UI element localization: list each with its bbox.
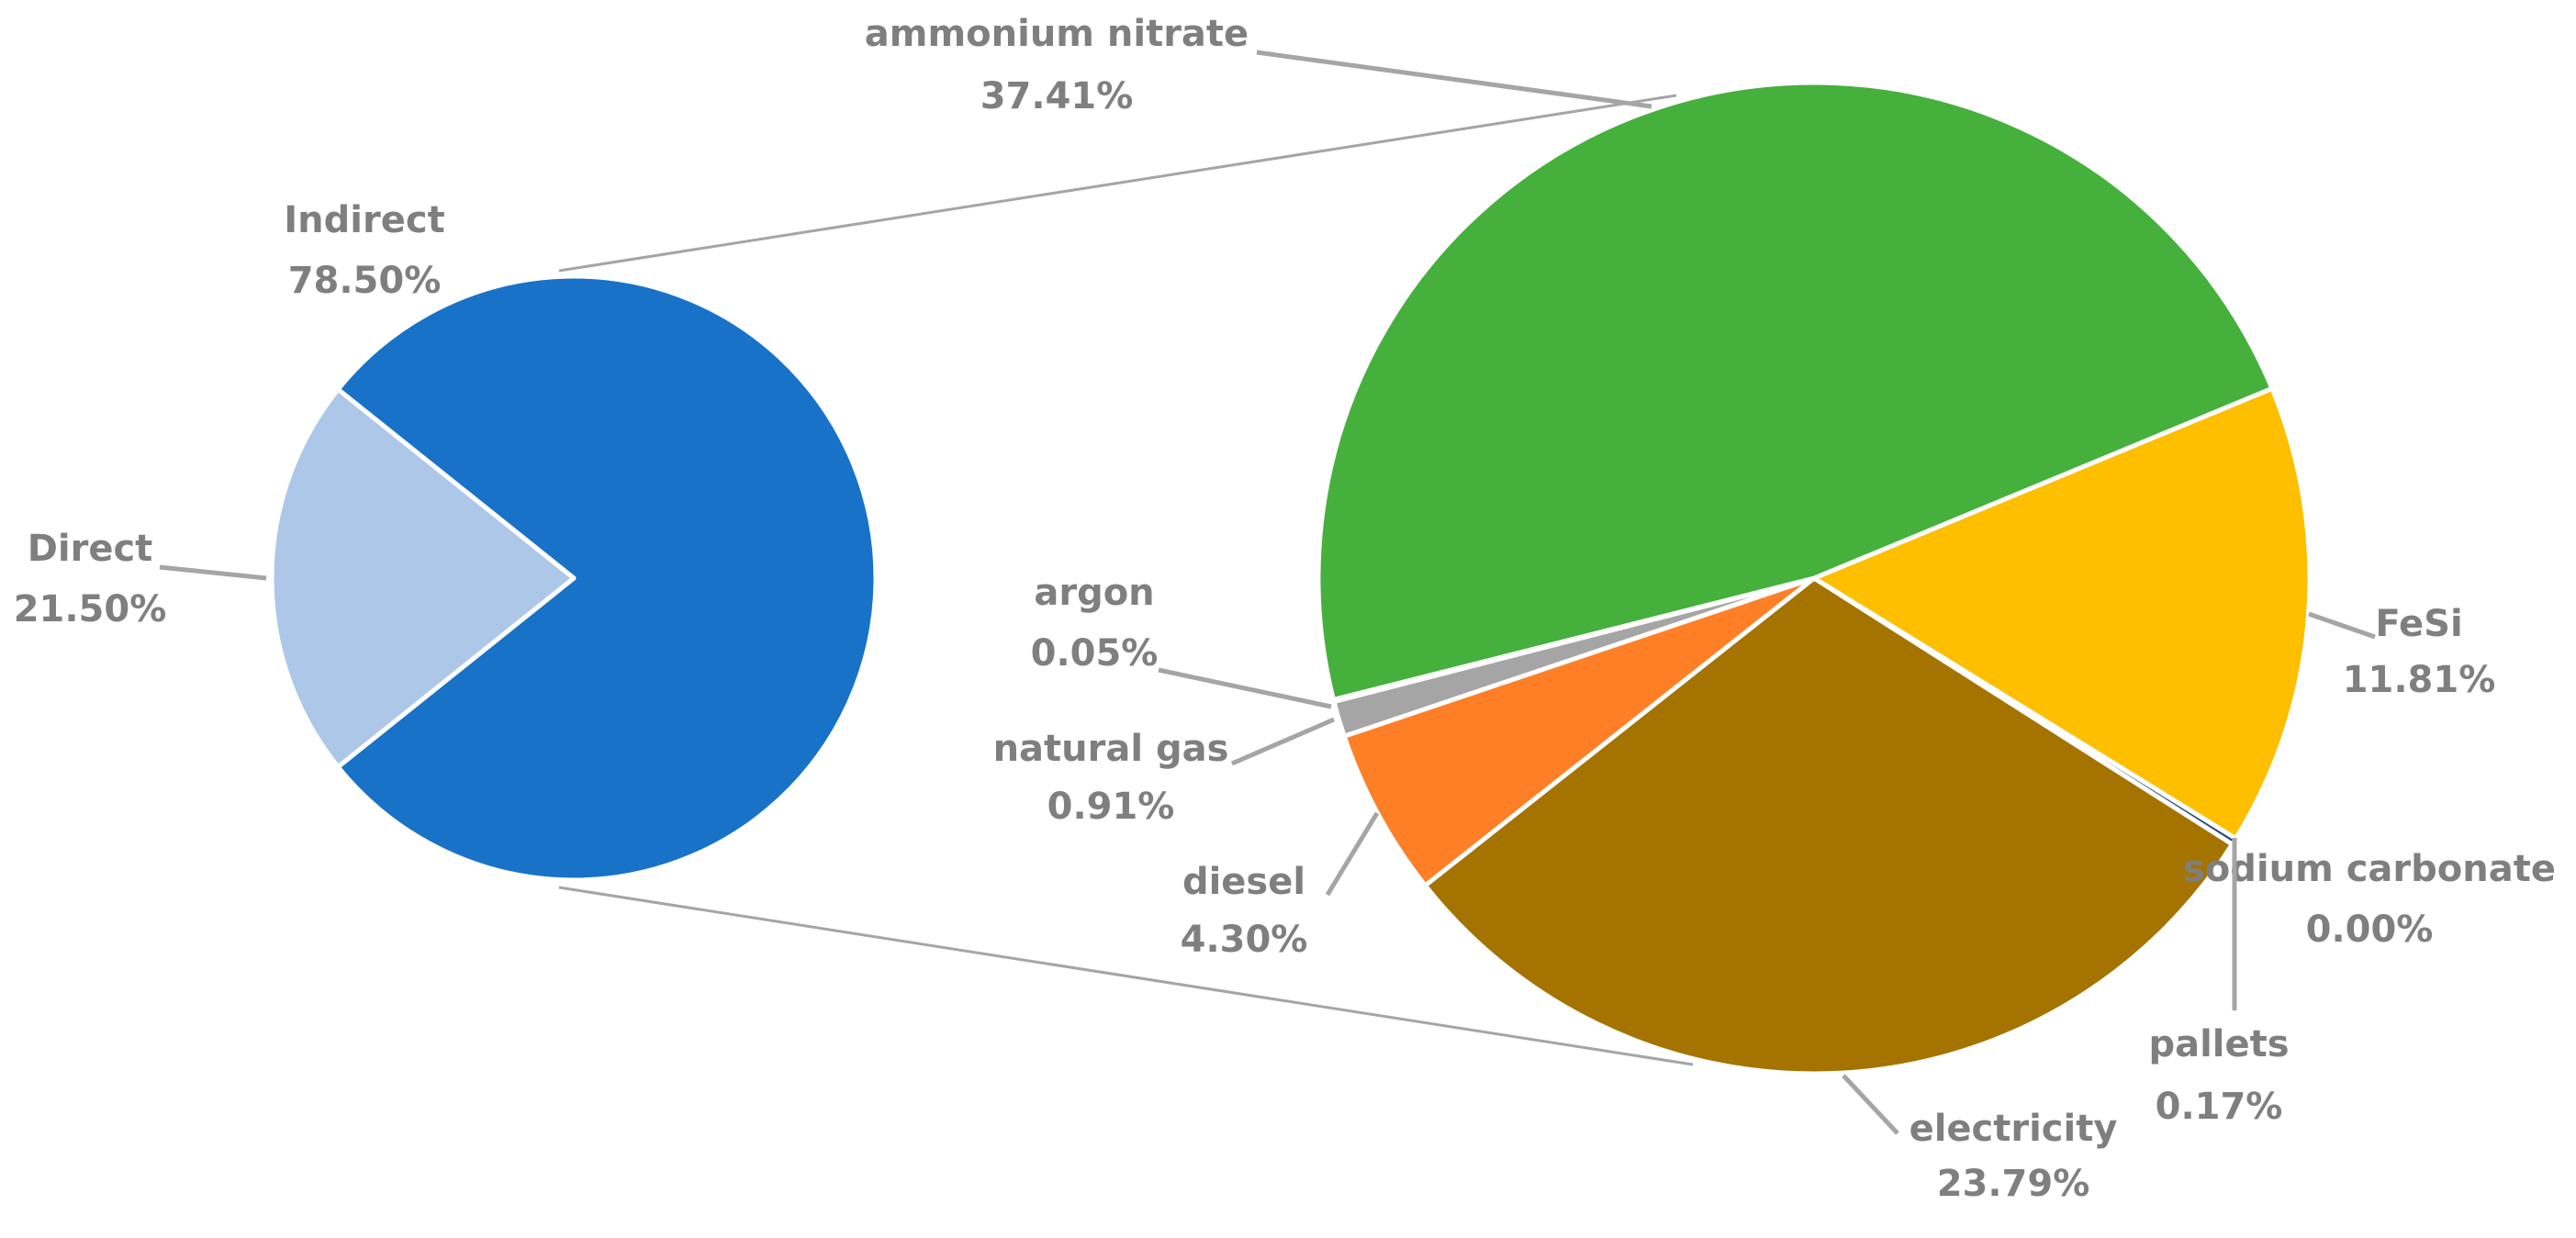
slice-value-label: 0.91%: [1047, 786, 1175, 828]
slice-label: pallets: [2148, 1023, 2289, 1065]
pie-slice: [335, 273, 879, 883]
leader-line: [1842, 1074, 1899, 1135]
pie-slice: [1422, 575, 2235, 1076]
slice-label: Indirect: [284, 199, 444, 241]
slice-value-label: 21.50%: [14, 588, 167, 630]
slice-value-label: 4.30%: [1181, 919, 1308, 961]
pie-slice: [1316, 80, 2275, 702]
slice-label: natural gas: [993, 728, 1229, 770]
slice-label: argon: [1034, 572, 1154, 614]
connector-line: [558, 94, 1677, 273]
slice-label: sodium carbonate: [2183, 848, 2556, 890]
leader-line: [1231, 717, 1335, 766]
slice-value-label: 0.00%: [2306, 909, 2434, 951]
slice-label: ammonium nitrate: [865, 13, 1249, 55]
connector-line: [558, 886, 1694, 1066]
slice-value-label: 23.79%: [1937, 1163, 2090, 1205]
slice-label: FeSi: [2375, 603, 2462, 645]
pie-slice: [269, 386, 577, 770]
slice-value-label: 37.41%: [980, 75, 1134, 117]
slice-value-label: 0.17%: [2156, 1086, 2283, 1128]
leader-line: [1158, 667, 1332, 709]
leader-line: [1256, 50, 1652, 109]
slice-value-label: 78.50%: [288, 260, 442, 302]
slice-value-label: 11.81%: [2343, 659, 2496, 701]
leader-line: [2308, 611, 2376, 640]
slice-label: Direct: [28, 528, 153, 570]
leader-line: [159, 564, 267, 581]
slice-label: electricity: [1910, 1108, 2118, 1150]
slice-value-label: 0.05%: [1031, 632, 1159, 675]
leader-line: [1325, 811, 1380, 897]
pie-slice: [1811, 385, 2313, 842]
slice-label: diesel: [1182, 861, 1305, 903]
